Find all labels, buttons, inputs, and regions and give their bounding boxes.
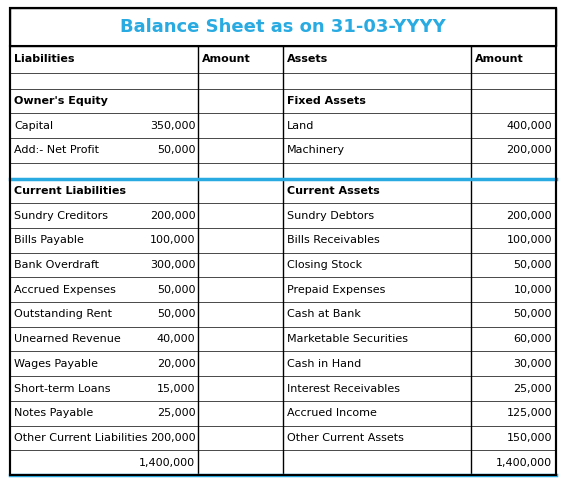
Text: Land: Land (287, 121, 314, 131)
Text: Cash at Bank: Cash at Bank (287, 310, 361, 319)
Text: Accrued Income: Accrued Income (287, 408, 377, 418)
Text: 300,000: 300,000 (150, 260, 195, 270)
Text: 50,000: 50,000 (513, 260, 552, 270)
Text: Machinery: Machinery (287, 145, 345, 156)
Text: 200,000: 200,000 (150, 211, 195, 221)
Text: Fixed Assets: Fixed Assets (287, 96, 366, 106)
Text: 1,400,000: 1,400,000 (139, 458, 195, 468)
Text: Capital: Capital (14, 121, 53, 131)
Text: 25,000: 25,000 (513, 384, 552, 394)
Text: 10,000: 10,000 (513, 284, 552, 295)
Text: 25,000: 25,000 (157, 408, 195, 418)
Text: Owner's Equity: Owner's Equity (14, 96, 108, 106)
Text: Prepaid Expenses: Prepaid Expenses (287, 284, 385, 295)
Text: Amount: Amount (475, 55, 524, 64)
Text: 400,000: 400,000 (507, 121, 552, 131)
Text: 60,000: 60,000 (513, 334, 552, 344)
Text: 20,000: 20,000 (157, 359, 195, 369)
Text: Bank Overdraft: Bank Overdraft (14, 260, 99, 270)
Text: Bills Payable: Bills Payable (14, 235, 84, 245)
Text: 350,000: 350,000 (150, 121, 195, 131)
Text: Marketable Securities: Marketable Securities (287, 334, 408, 344)
Text: 40,000: 40,000 (157, 334, 195, 344)
Text: 50,000: 50,000 (157, 310, 195, 319)
Text: 200,000: 200,000 (507, 211, 552, 221)
Text: Interest Receivables: Interest Receivables (287, 384, 400, 394)
Text: Liabilities: Liabilities (14, 55, 75, 64)
Text: Current Liabilities: Current Liabilities (14, 186, 126, 196)
Text: 50,000: 50,000 (157, 145, 195, 156)
Bar (10, 8, 556, 46)
Text: Current Assets: Current Assets (287, 186, 380, 196)
Text: Assets: Assets (287, 55, 328, 64)
Text: 30,000: 30,000 (513, 359, 552, 369)
Text: Unearned Revenue: Unearned Revenue (14, 334, 121, 344)
Text: 1,400,000: 1,400,000 (496, 458, 552, 468)
Text: 125,000: 125,000 (507, 408, 552, 418)
Text: 200,000: 200,000 (507, 145, 552, 156)
Text: Other Current Assets: Other Current Assets (287, 433, 404, 443)
Text: Short-term Loans: Short-term Loans (14, 384, 110, 394)
Text: 150,000: 150,000 (507, 433, 552, 443)
Text: 50,000: 50,000 (513, 310, 552, 319)
Text: Other Current Liabilities: Other Current Liabilities (14, 433, 148, 443)
Text: Balance Sheet as on 31-03-YYYY: Balance Sheet as on 31-03-YYYY (120, 18, 446, 36)
Text: Add:- Net Profit: Add:- Net Profit (14, 145, 99, 156)
Text: Bills Receivables: Bills Receivables (287, 235, 380, 245)
Text: Notes Payable: Notes Payable (14, 408, 93, 418)
Text: Accrued Expenses: Accrued Expenses (14, 284, 116, 295)
Text: 100,000: 100,000 (507, 235, 552, 245)
Text: Cash in Hand: Cash in Hand (287, 359, 361, 369)
Text: 15,000: 15,000 (157, 384, 195, 394)
Text: Amount: Amount (203, 55, 251, 64)
Text: Wages Payable: Wages Payable (14, 359, 98, 369)
Text: Sundry Debtors: Sundry Debtors (287, 211, 374, 221)
Text: Sundry Creditors: Sundry Creditors (14, 211, 108, 221)
Text: Closing Stock: Closing Stock (287, 260, 362, 270)
Text: 50,000: 50,000 (157, 284, 195, 295)
Text: 200,000: 200,000 (150, 433, 195, 443)
Text: 100,000: 100,000 (150, 235, 195, 245)
Text: Outstanding Rent: Outstanding Rent (14, 310, 112, 319)
